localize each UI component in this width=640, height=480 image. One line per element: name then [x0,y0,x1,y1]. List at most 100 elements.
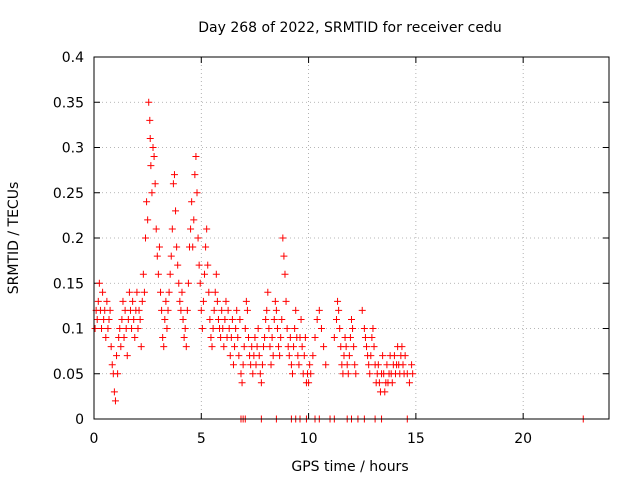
data-point [322,361,330,369]
data-point [309,352,317,360]
data-point [179,315,187,323]
x-tick-label: 10 [300,431,318,447]
data-point [168,225,176,233]
data-point [349,325,357,332]
data-point [336,325,344,332]
data-point [196,279,204,287]
data-point [130,315,138,323]
data-point [233,306,241,314]
data-point [93,315,101,323]
data-point [255,352,263,360]
data-point [136,315,144,323]
data-point [129,297,137,305]
data-point [368,334,376,342]
data-point [157,288,165,296]
data-point [146,116,154,124]
data-point [261,334,269,342]
data-point [169,180,177,188]
data-point [279,234,287,242]
data-point [99,288,107,296]
data-point [218,306,226,314]
data-point [214,315,222,323]
data-point [91,325,99,332]
data-point [197,306,205,314]
data-point [332,315,340,323]
data-point [158,306,166,314]
data-point [205,288,213,296]
data-point [242,297,250,305]
data-point [149,144,157,151]
data-point [104,325,112,332]
data-point [258,361,266,369]
data-point [128,325,136,332]
data-point [164,306,172,314]
data-point [145,98,153,106]
data-point [123,352,131,360]
data-point [330,334,338,342]
data-point [105,315,113,323]
data-point [212,270,220,278]
data-point [239,361,247,369]
data-point [107,343,115,351]
data-point [108,361,116,369]
data-point [273,325,281,332]
data-point [288,370,296,378]
data-point [227,334,235,342]
data-point [229,361,237,369]
data-point [166,270,174,278]
data-point [256,370,264,378]
data-point [266,343,274,351]
data-point [165,288,173,296]
y-tick-label: 0.15 [53,276,84,292]
data-point [135,306,143,314]
data-point [191,171,199,179]
data-point [315,306,323,314]
data-point [174,261,182,269]
data-point [243,306,251,314]
data-point [249,370,257,378]
data-point [290,343,298,351]
data-point [148,189,156,197]
data-point [238,379,246,387]
data-point [379,352,387,360]
data-point [300,352,308,360]
y-tick-label: 0.3 [62,141,84,157]
x-axis-label: GPS time / hours [291,459,408,475]
data-point [388,379,396,387]
data-point [283,325,291,332]
chart-title: Day 268 of 2022, SRMTID for receiver ced… [198,20,501,36]
data-point [269,352,277,360]
data-point [234,334,242,342]
data-point [226,352,234,360]
data-point [114,370,122,378]
y-tick-label: 0 [75,412,84,428]
data-point [162,297,170,305]
data-point [253,343,261,351]
data-point [294,352,302,360]
data-point [369,325,377,332]
data-point [221,315,229,323]
data-point [177,306,185,314]
data-point [262,315,270,323]
y-tick-label: 0.2 [62,231,84,247]
data-point [208,343,216,351]
data-point [203,225,211,233]
data-point [137,343,145,351]
y-tick-label: 0.25 [53,186,84,202]
plot-frame [93,56,610,420]
data-point [103,297,111,305]
data-point [360,325,368,332]
data-point [272,306,280,314]
y-tick-label: 0.4 [62,50,84,66]
data-point [282,297,290,305]
data-point [306,361,314,369]
data-point [189,243,197,251]
data-point [358,306,366,314]
data-point [365,361,373,369]
data-point [228,315,236,323]
data-point [278,315,286,323]
data-point [181,325,189,332]
data-point [202,243,210,251]
data-point [219,325,227,332]
